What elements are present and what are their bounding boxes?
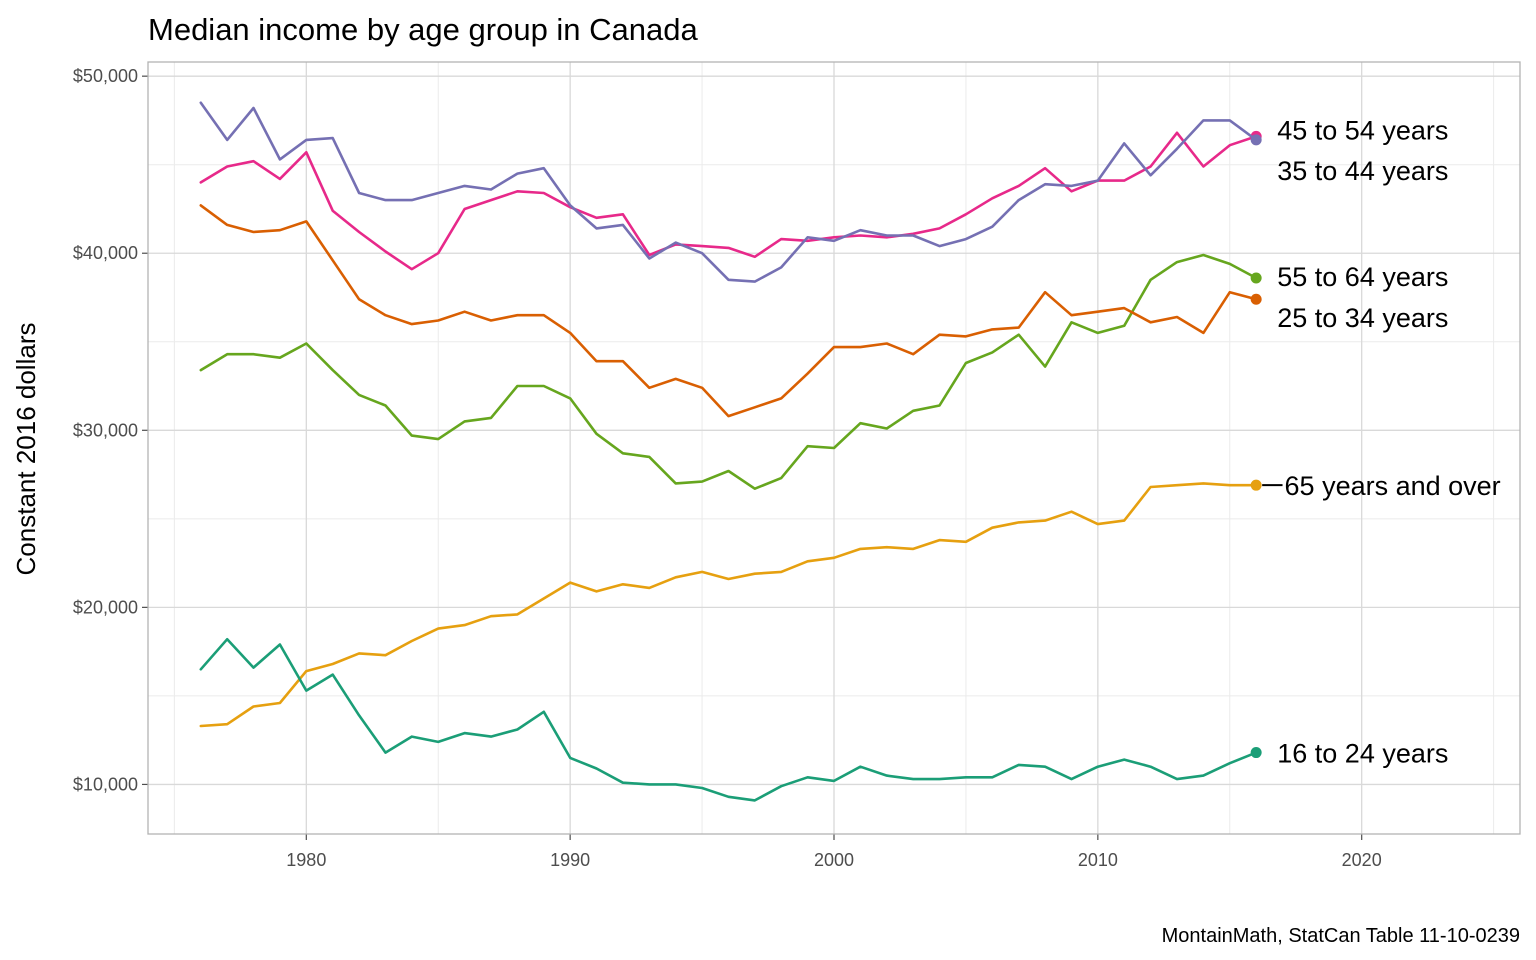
series-line-65-years-and-over — [199, 482, 1258, 728]
series-label-35-to-44-years: 35 to 44 years — [1277, 156, 1448, 186]
y-axis-label: Constant 2016 dollars — [11, 323, 41, 576]
y-tick-label: $20,000 — [73, 597, 138, 617]
series-endpoint-65-years-and-over — [1250, 479, 1262, 491]
series-line-35-to-44-years — [199, 101, 1258, 283]
plot-border — [147, 61, 1521, 835]
x-tick-label: 1980 — [286, 850, 326, 870]
series-endpoint-55-to-64-years — [1250, 272, 1262, 284]
series-labels: 45 to 54 years 35 to 44 years 55 to 64 yea… — [1262, 115, 1501, 769]
chart-caption: MontainMath, StatCan Table 11-10-0239 — [1162, 925, 1520, 947]
series-line-45-to-54-years — [199, 131, 1258, 271]
y-tick-label: $50,000 — [73, 66, 138, 86]
series-line-16-to-24-years — [199, 637, 1258, 802]
series-label-55-to-64-years: 55 to 64 years — [1277, 262, 1448, 292]
x-tick-label: 1990 — [550, 850, 590, 870]
series-endpoint-35-to-44-years — [1250, 134, 1262, 146]
x-tick-label: 2010 — [1078, 850, 1118, 870]
y-tick-label: $30,000 — [73, 420, 138, 440]
series-endpoint-25-to-34-years — [1250, 293, 1262, 305]
x-tick-label: 2000 — [814, 850, 854, 870]
series-endpoint-16-to-24-years — [1250, 747, 1262, 759]
series-line-25-to-34-years — [199, 204, 1258, 418]
series-label-16-to-24-years: 16 to 24 years — [1277, 739, 1448, 769]
series-lines — [199, 101, 1262, 802]
chart-title: Median income by age group in Canada — [148, 12, 699, 47]
series-label-25-to-34-years: 25 to 34 years — [1277, 303, 1448, 333]
x-tick-label: 2020 — [1342, 850, 1382, 870]
axis-ticks: 1980 1990 2000 2010 2020 $10,000 $20,000 $30,00… — [73, 61, 1521, 870]
y-tick-label: $10,000 — [73, 774, 138, 794]
grid-lines — [148, 62, 1520, 834]
series-line-55-to-64-years — [199, 253, 1258, 491]
y-tick-label: $40,000 — [73, 243, 138, 263]
series-label-65-years-and-over: 65 years and over — [1285, 471, 1501, 501]
series-label-45-to-54-years: 45 to 54 years — [1277, 115, 1448, 145]
